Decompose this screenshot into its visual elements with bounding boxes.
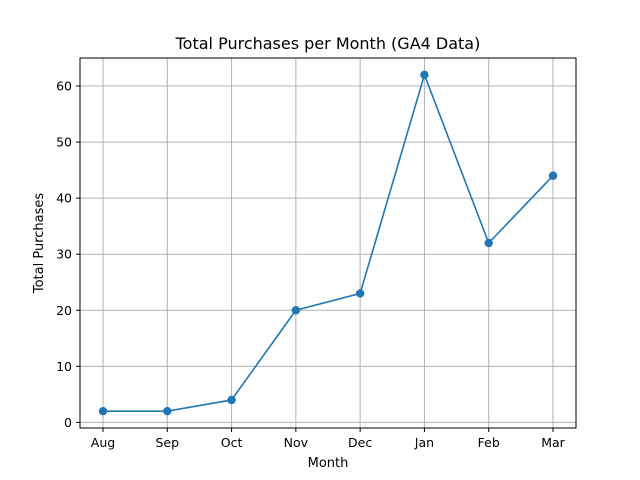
y-tick-label: 30 [56, 247, 72, 262]
y-tick-label: 60 [56, 79, 72, 94]
data-point [163, 406, 172, 416]
data-point [98, 406, 108, 416]
y-tick-label: 50 [56, 135, 72, 150]
data-point [484, 238, 493, 248]
data-point [227, 395, 236, 405]
data-series [98, 70, 558, 416]
y-tick-label: 0 [64, 415, 72, 430]
x-tick-label: Mar [541, 435, 565, 450]
series-line [103, 74, 554, 412]
data-point [420, 70, 429, 80]
x-tick-label: Dec [348, 435, 372, 450]
chart-title: Total Purchases per Month (GA4 Data) [175, 34, 481, 53]
x-tick-label: Sep [156, 435, 180, 450]
axes: Aug Sep Oct Nov Dec Jan Feb Mar 0 10 20 30 40 50 60 [56, 79, 566, 450]
y-tick-label: 40 [56, 191, 72, 206]
grid [80, 58, 576, 428]
x-tick-label: Oct [221, 435, 243, 450]
y-tick-label: 20 [56, 303, 72, 318]
x-tick-label: Jan [414, 435, 434, 450]
data-point [548, 171, 558, 180]
data-point [355, 289, 365, 298]
x-tick-label: Feb [478, 435, 500, 450]
y-axis-label: Total Purchases [32, 193, 47, 295]
plot-area-frame [79, 57, 577, 429]
y-tick-label: 10 [56, 359, 72, 374]
data-point [291, 306, 301, 315]
x-tick-label: Aug [91, 435, 115, 450]
x-axis-label: Month [308, 456, 349, 471]
x-tick-label: Nov [284, 435, 309, 450]
